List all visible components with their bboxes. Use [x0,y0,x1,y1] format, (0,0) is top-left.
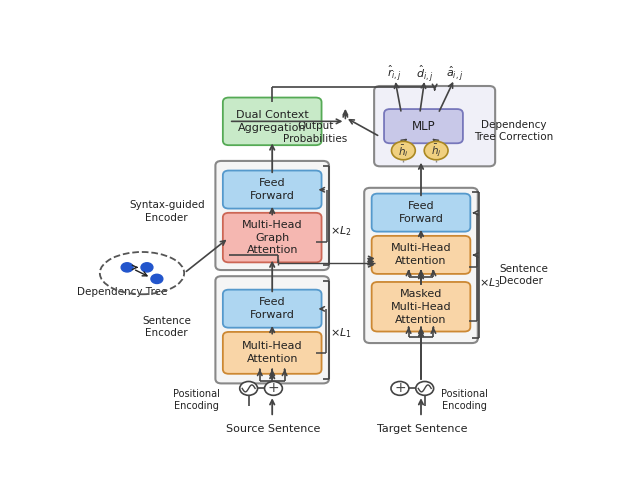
Text: +: + [394,381,406,395]
Text: Dependency Tree: Dependency Tree [77,287,167,297]
Text: Feed
Forward: Feed Forward [250,297,294,320]
Text: $\hat{r}_{i,j}$: $\hat{r}_{i,j}$ [387,63,403,83]
FancyBboxPatch shape [372,236,470,274]
Text: Multi-Head
Attention: Multi-Head Attention [242,341,303,364]
Text: +: + [268,381,279,395]
Text: Positional
Encoding: Positional Encoding [441,389,488,411]
Circle shape [151,274,163,283]
Text: Feed
Forward: Feed Forward [399,201,444,224]
FancyBboxPatch shape [223,171,321,209]
Text: $\times L_2$: $\times L_2$ [330,224,352,238]
FancyBboxPatch shape [374,86,495,166]
Circle shape [424,141,448,160]
Text: Output
Probabilities: Output Probabilities [284,121,348,144]
Text: Masked
Multi-Head
Attention: Masked Multi-Head Attention [390,289,451,324]
Circle shape [264,381,282,395]
Text: $\bar{h}_j$: $\bar{h}_j$ [431,142,442,159]
Circle shape [416,381,434,395]
Text: Dependency
Tree Correction: Dependency Tree Correction [474,120,554,142]
FancyBboxPatch shape [364,188,478,343]
Circle shape [121,263,133,272]
Text: Multi-Head
Graph
Attention: Multi-Head Graph Attention [242,220,303,255]
Text: $\times L_1$: $\times L_1$ [330,326,352,340]
Text: Source Sentence: Source Sentence [227,424,321,434]
FancyBboxPatch shape [372,282,470,331]
FancyBboxPatch shape [372,194,470,232]
Text: $\times L_3$: $\times L_3$ [479,276,501,289]
Text: $\bar{h}_i$: $\bar{h}_i$ [398,143,409,159]
Text: Dual Context
Aggregation: Dual Context Aggregation [236,110,308,133]
FancyBboxPatch shape [223,289,321,328]
Text: Syntax-guided
Encoder: Syntax-guided Encoder [129,200,205,223]
Text: Positional
Encoding: Positional Encoding [173,389,220,411]
Text: Feed
Forward: Feed Forward [250,178,294,201]
FancyBboxPatch shape [384,109,463,143]
Text: $\hat{d}_{i,j}$: $\hat{d}_{i,j}$ [416,63,433,84]
Circle shape [141,263,153,272]
Circle shape [240,381,257,395]
Text: Sentence
Decoder: Sentence Decoder [499,263,548,286]
Text: Target Sentence: Target Sentence [377,424,467,434]
Text: Sentence
Encoder: Sentence Encoder [142,315,191,338]
FancyBboxPatch shape [216,161,329,270]
Circle shape [392,141,415,160]
FancyBboxPatch shape [223,97,321,145]
Text: MLP: MLP [412,120,435,133]
FancyBboxPatch shape [216,276,329,383]
Text: Multi-Head
Attention: Multi-Head Attention [390,244,451,266]
Circle shape [391,381,409,395]
FancyBboxPatch shape [223,213,321,262]
Text: $\hat{a}_{i,j}$: $\hat{a}_{i,j}$ [446,64,463,83]
FancyBboxPatch shape [223,332,321,374]
